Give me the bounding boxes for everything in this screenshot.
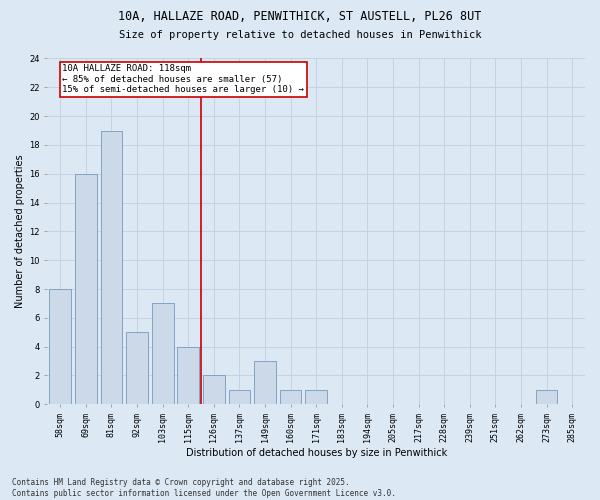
Bar — [254, 361, 276, 405]
Bar — [280, 390, 301, 404]
Bar — [229, 390, 250, 404]
Bar — [75, 174, 97, 404]
Text: 10A, HALLAZE ROAD, PENWITHICK, ST AUSTELL, PL26 8UT: 10A, HALLAZE ROAD, PENWITHICK, ST AUSTEL… — [118, 10, 482, 23]
Bar — [49, 289, 71, 405]
Bar — [178, 346, 199, 405]
Bar — [101, 130, 122, 404]
Text: Size of property relative to detached houses in Penwithick: Size of property relative to detached ho… — [119, 30, 481, 40]
Bar — [305, 390, 327, 404]
Bar — [152, 304, 173, 404]
Bar — [203, 376, 225, 404]
Bar — [126, 332, 148, 404]
Text: Contains HM Land Registry data © Crown copyright and database right 2025.
Contai: Contains HM Land Registry data © Crown c… — [12, 478, 396, 498]
Y-axis label: Number of detached properties: Number of detached properties — [15, 154, 25, 308]
Bar — [536, 390, 557, 404]
Text: 10A HALLAZE ROAD: 118sqm
← 85% of detached houses are smaller (57)
15% of semi-d: 10A HALLAZE ROAD: 118sqm ← 85% of detach… — [62, 64, 304, 94]
X-axis label: Distribution of detached houses by size in Penwithick: Distribution of detached houses by size … — [185, 448, 447, 458]
